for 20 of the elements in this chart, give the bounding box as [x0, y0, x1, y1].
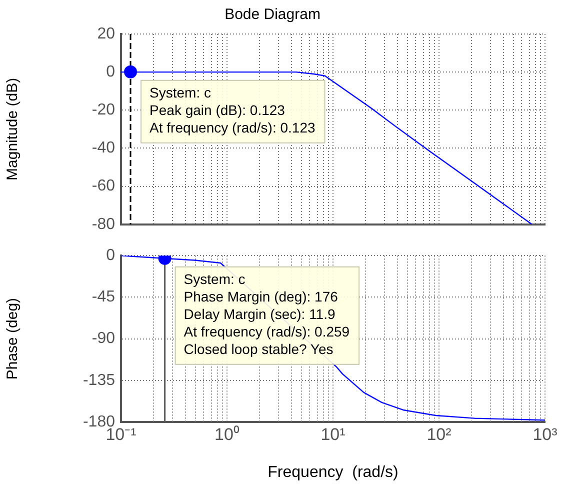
y-tick-label: 0: [106, 247, 116, 264]
y-tick-label: 20: [97, 25, 116, 42]
x-tick-label: 10⁰: [214, 424, 240, 444]
y-tick-label: -45: [92, 288, 116, 306]
y-tick-label: -40: [92, 140, 116, 157]
x-tick-label: 10¹: [320, 424, 346, 444]
y-tick-label: 0: [106, 63, 116, 80]
y-tick-label: -135: [82, 372, 116, 389]
annotation: System: c Phase Margin (deg): 176 Delay Margin (sec): 11.9 At frequency (rad/s): 0.259 Closed loop stable? Yes: [184, 270, 350, 357]
y-tick-label: -60: [92, 178, 116, 195]
y-axis-title: Phase (deg): [4, 298, 22, 380]
x-tick-label: 10³: [532, 424, 558, 444]
y-axis-title: Magnitude (dB): [4, 78, 22, 180]
annotation: System: c Peak gain (dB): 0.123 At frequency (rad/s): 0.123: [150, 84, 316, 136]
x-axis-title: Frequency (rad/s): [268, 464, 398, 481]
y-tick-label: -80: [92, 216, 116, 233]
y-tick-label: -90: [92, 330, 116, 348]
chart-title: Bode Diagram: [224, 6, 320, 24]
x-tick-label: 10²: [426, 424, 452, 444]
y-tick-label: -20: [92, 102, 116, 119]
